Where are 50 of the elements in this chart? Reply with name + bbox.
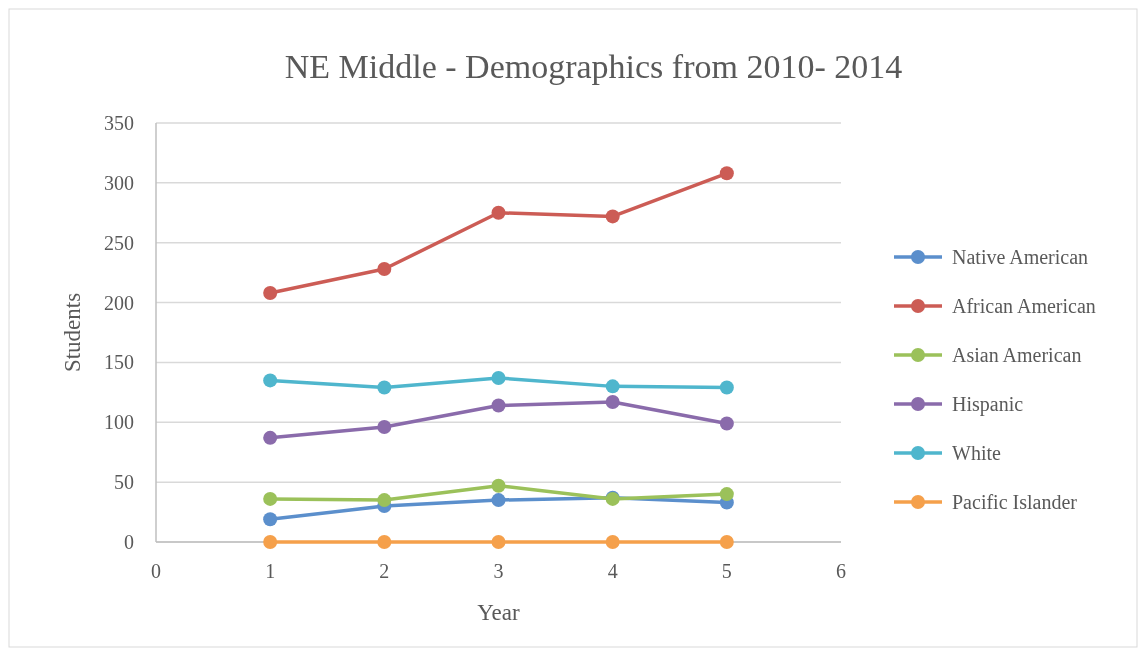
point — [605, 535, 620, 549]
y-tick-label: 250 — [104, 231, 134, 254]
point — [719, 535, 734, 549]
point — [377, 262, 392, 277]
point — [605, 209, 620, 224]
point — [263, 491, 278, 506]
legend-label: African American — [952, 295, 1096, 317]
y-tick-label: 50 — [114, 471, 134, 494]
point — [377, 380, 392, 395]
point — [605, 394, 620, 409]
point — [491, 478, 506, 493]
point — [605, 379, 620, 394]
x-tick-label: 6 — [836, 560, 846, 582]
x-tick-label: 3 — [493, 560, 504, 582]
legend-label: Pacific Islander — [952, 491, 1078, 513]
point — [719, 166, 734, 181]
point — [491, 205, 506, 220]
y-tick-label: 200 — [104, 291, 134, 314]
legend-label: Asian American — [952, 344, 1082, 366]
y-tick-label: 150 — [104, 351, 134, 374]
y-tick-label: 350 — [104, 112, 134, 134]
point — [263, 285, 278, 300]
y-tick-label: 300 — [104, 171, 134, 194]
legend-label: White — [952, 442, 1001, 464]
x-tick-label: 0 — [151, 560, 161, 582]
x-tick-label: 1 — [265, 560, 276, 582]
x-tick-label: 4 — [607, 560, 618, 582]
point — [491, 493, 506, 508]
x-tick-label: 5 — [721, 560, 732, 582]
point — [719, 380, 734, 395]
point — [719, 487, 734, 502]
point — [377, 420, 392, 435]
x-axis-title: Year — [477, 600, 521, 625]
point — [491, 370, 506, 385]
point — [719, 416, 734, 431]
point — [491, 398, 506, 413]
chart-title: NE Middle - Demographics from 2010- 2014 — [284, 48, 903, 85]
point — [263, 373, 278, 388]
point — [377, 535, 392, 549]
point — [377, 493, 392, 508]
point — [263, 512, 278, 527]
legend-label: Native American — [952, 246, 1089, 268]
point — [263, 430, 278, 445]
y-tick-label: 100 — [104, 411, 134, 434]
legend-label: Hispanic — [952, 393, 1024, 416]
y-axis-title: Students — [60, 292, 85, 373]
x-tick-label: 2 — [379, 560, 390, 582]
y-tick-label: 0 — [124, 531, 134, 553]
point — [491, 535, 506, 549]
point — [263, 535, 278, 549]
